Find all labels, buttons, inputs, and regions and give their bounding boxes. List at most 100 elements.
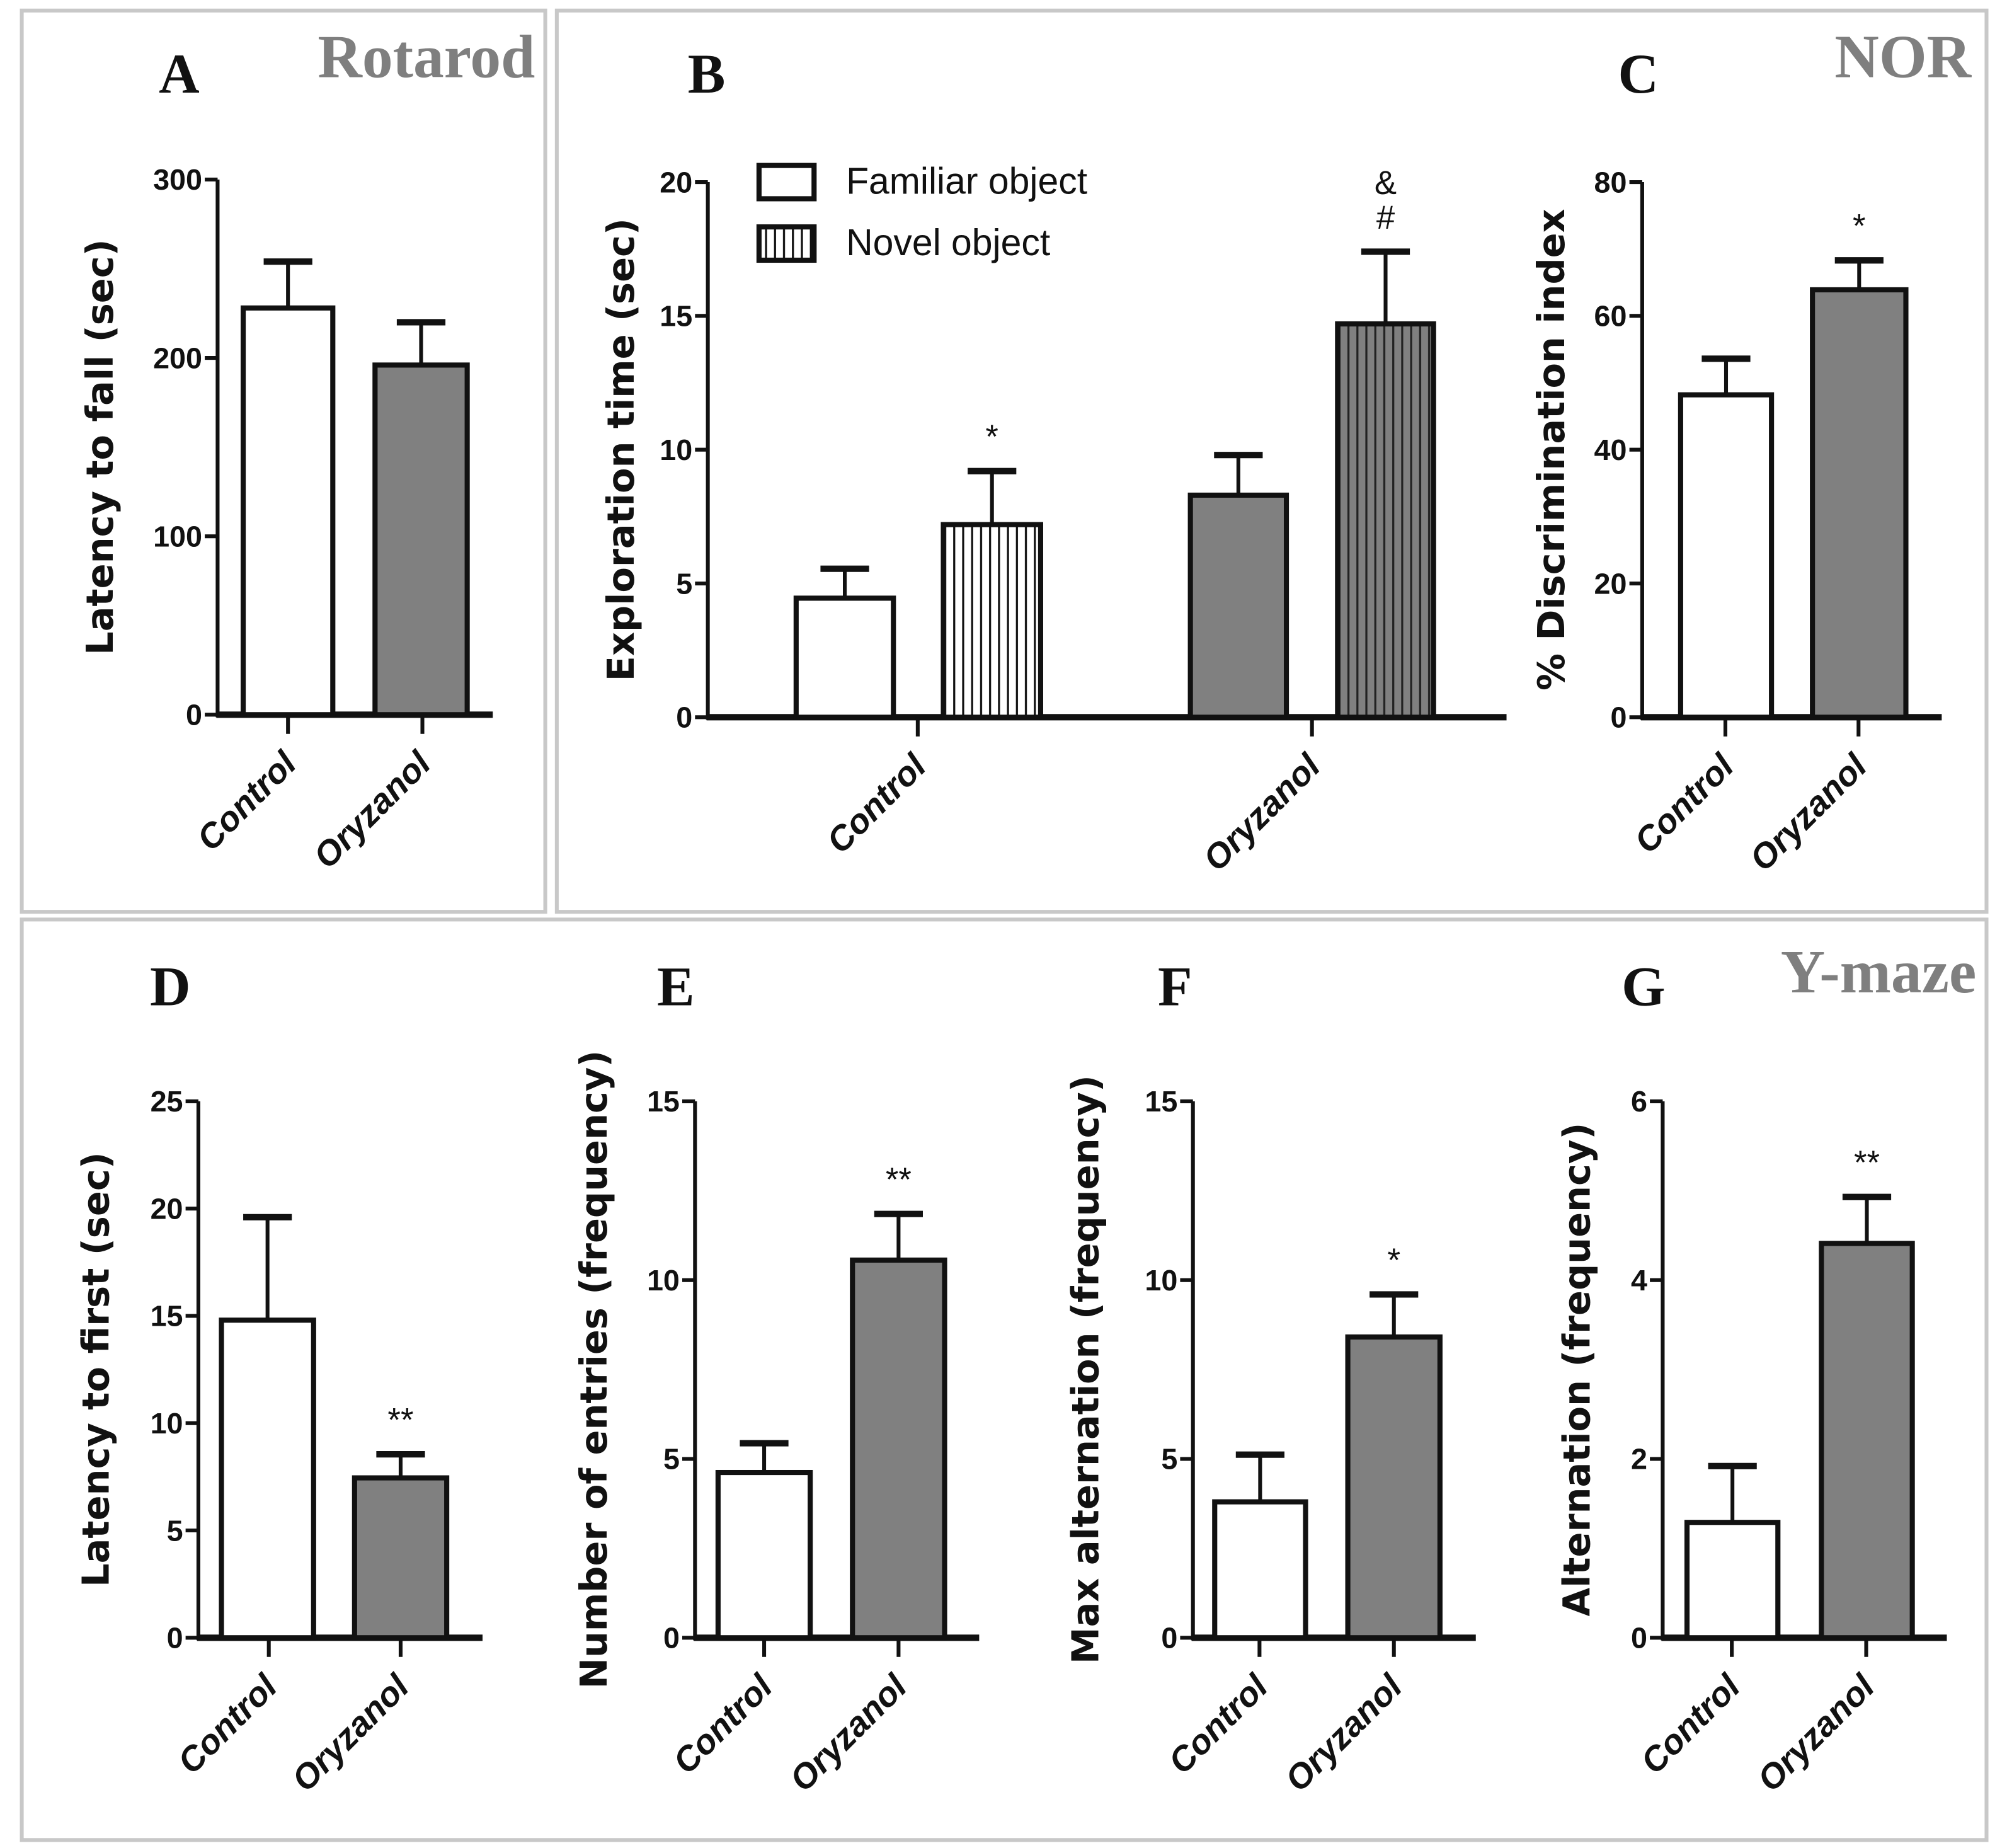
frame-rotarod: [20, 8, 547, 914]
y-tick-label: 5: [676, 567, 692, 600]
y-tick-label: 5: [663, 1443, 680, 1476]
y-tick-label: 10: [151, 1407, 183, 1440]
section-title-nor: NOR: [1834, 23, 1972, 91]
section-title-ymaze: Y-maze: [1781, 938, 1977, 1006]
bar-control: [240, 305, 336, 718]
panel-letter: C: [1618, 43, 1659, 105]
bar-oryzanol: [1810, 287, 1909, 720]
significance-mark: #: [1376, 199, 1395, 236]
panel-letter: E: [657, 956, 695, 1018]
y-axis-label: Latency to fall (sec): [78, 239, 122, 655]
significance-mark: **: [387, 1402, 413, 1439]
y-tick-label: 0: [186, 699, 202, 732]
frame-nor: [554, 8, 1989, 914]
y-tick-label: 200: [153, 341, 202, 374]
bar-novel-control: [941, 522, 1043, 720]
y-tick-label: 10: [660, 433, 692, 466]
y-tick-label: 0: [1611, 701, 1627, 734]
bar-novel-oryzanol: [1335, 321, 1436, 720]
panel-letter: A: [159, 43, 200, 105]
panel-letter: F: [1158, 956, 1192, 1018]
y-tick-label: 15: [151, 1300, 183, 1333]
y-tick-label: 10: [1145, 1264, 1177, 1297]
y-tick-label: 2: [1631, 1443, 1647, 1476]
significance-mark: **: [886, 1161, 912, 1198]
bar-oryzanol: [850, 1257, 947, 1641]
y-tick-label: 100: [153, 520, 202, 553]
legend-label: Novel object: [846, 222, 1050, 263]
y-axis-label: Number of entries (frequency): [572, 1050, 615, 1689]
x-tick-label: Oryzanol: [1749, 1666, 1882, 1799]
x-tick-label: Oryzanol: [284, 1666, 417, 1799]
chart-E: E Number of entries (frequency) 0 5 10 15 Cont…: [572, 956, 980, 1799]
chart-F: F Max alternation (frequency) 0 5 10 15 Contro…: [1063, 956, 1476, 1799]
x-tick-label: Control: [1633, 1666, 1748, 1781]
y-tick-label: 300: [153, 163, 202, 196]
frame-ymaze: [20, 917, 1989, 1842]
chart-D: D Latency to first (sec) 0 5 10 15 20 25 Control…: [74, 956, 483, 1799]
panel-letter: B: [688, 43, 726, 105]
legend-label: Familiar object: [846, 161, 1087, 202]
x-tick-label: Control: [189, 743, 304, 858]
chart-C: C % Discrimination index 0 20 40 60 80 Control O…: [1530, 43, 1942, 878]
significance-mark: **: [1854, 1144, 1880, 1181]
y-tick-label: 20: [151, 1192, 183, 1225]
x-tick-label: Oryzanol: [306, 743, 438, 876]
chart-G: G Alternation (frequency) 0 2 4 6 Control Oryza…: [1555, 956, 1947, 1799]
y-tick-label: 15: [660, 300, 692, 333]
bar-oryzanol: [1345, 1334, 1443, 1641]
significance-mark: &: [1375, 164, 1397, 202]
legend-swatch-novel: [756, 224, 817, 263]
legend: Familiar object Novel object: [756, 161, 1087, 263]
x-tick-label: Control: [170, 1666, 285, 1781]
x-tick-label: Control: [1160, 1666, 1276, 1781]
panel-letter: D: [150, 956, 191, 1018]
y-tick-label: 10: [647, 1264, 680, 1297]
y-axis-label: Alternation (frequency): [1555, 1123, 1599, 1617]
y-axis-label: Max alternation (frequency): [1063, 1075, 1107, 1664]
y-tick-label: 20: [660, 166, 692, 198]
legend-swatch-familiar: [756, 163, 817, 202]
bar-oryzanol: [372, 362, 470, 718]
y-tick-label: 5: [1161, 1443, 1177, 1476]
significance-mark: *: [985, 418, 998, 456]
y-axis-label: Latency to first (sec): [74, 1152, 118, 1587]
y-tick-label: 6: [1631, 1085, 1647, 1118]
x-tick-label: Control: [1627, 745, 1742, 861]
y-axis-label: % Discrimination index: [1530, 209, 1573, 691]
x-tick-label: Oryzanol: [782, 1666, 915, 1799]
x-tick-label: Oryzanol: [1742, 745, 1875, 878]
bar-control: [1684, 1520, 1781, 1641]
bar-familiar-control: [793, 595, 896, 720]
bar-control: [219, 1317, 316, 1641]
y-tick-label: 0: [167, 1622, 183, 1655]
y-tick-label: 0: [1161, 1622, 1177, 1655]
bar-oryzanol: [1819, 1241, 1915, 1641]
section-title-rotarod: Rotarod: [317, 23, 535, 91]
x-tick-label: Oryzanol: [1278, 1666, 1410, 1799]
significance-mark: *: [1387, 1242, 1400, 1279]
y-tick-label: 0: [1631, 1622, 1647, 1655]
x-tick-label: Control: [819, 745, 934, 861]
chart-B: B Exploration time (sec) 0 5 10 15 20 Control Or…: [599, 43, 1507, 878]
y-tick-label: 15: [647, 1085, 680, 1118]
y-tick-label: 5: [167, 1514, 183, 1547]
y-tick-label: 80: [1594, 166, 1627, 198]
y-tick-label: 60: [1594, 300, 1627, 333]
y-axis-label: Exploration time (sec): [599, 218, 643, 681]
y-tick-label: 25: [151, 1085, 183, 1118]
x-tick-label: Oryzanol: [1196, 745, 1329, 878]
bar-familiar-oryzanol: [1187, 492, 1289, 720]
y-tick-label: 4: [1631, 1264, 1647, 1297]
chart-A: A Latency to fall (sec) 0 100 200 300 Control O…: [78, 43, 493, 876]
x-tick-label: Control: [665, 1666, 780, 1781]
y-tick-label: 20: [1594, 567, 1627, 600]
y-tick-label: 0: [663, 1622, 680, 1655]
bar-control: [1678, 392, 1775, 720]
y-tick-label: 0: [676, 701, 692, 734]
bar-oryzanol: [352, 1475, 450, 1641]
y-tick-label: 40: [1594, 433, 1627, 466]
bar-control: [1212, 1499, 1308, 1641]
bar-control: [715, 1469, 813, 1641]
panel-letter: G: [1621, 956, 1666, 1018]
